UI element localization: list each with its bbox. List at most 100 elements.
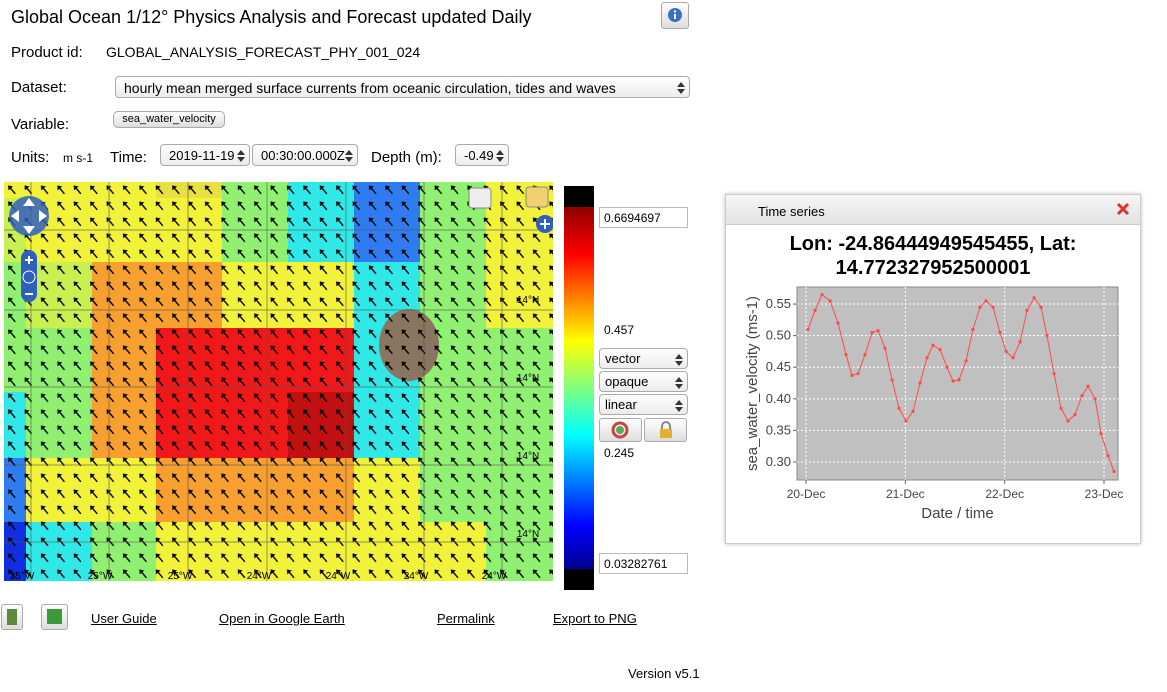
palette-button[interactable] [599,418,642,442]
lat-label: 14°N [517,373,539,384]
dataset-label: Dataset: [11,79,67,96]
lat-label: 14°N [517,529,539,540]
link[interactable]: Export to PNG [553,611,637,626]
scale-select[interactable]: linear [599,394,688,415]
version: Version v5.1 [628,666,700,681]
data-point [945,365,949,369]
info-icon [668,8,682,22]
lock-button[interactable] [644,418,687,442]
colorbar-max-value: 0.6694697 [604,211,661,225]
lat-label: 14°N [517,451,539,462]
scale-value: linear [605,397,637,412]
data-point [1011,356,1015,360]
depth-label: Depth (m): [371,149,442,166]
data-point [1032,296,1036,300]
panel-header [726,195,1140,225]
colorbar-min[interactable]: 0.03282761 [599,553,688,574]
arrow [675,354,683,366]
depth-select[interactable]: -0.49 [455,144,509,166]
variable-label: Variable: [11,116,70,133]
colorbar-mid-low: 0.245 [604,446,635,460]
time-label: Time: [110,149,147,166]
data-point [971,327,975,331]
link[interactable]: Permalink [437,611,495,626]
time-value: 00:30:00.000Z [261,148,345,163]
arrow [496,150,504,162]
data-point [931,343,935,347]
chart: 0.30 0.35 0.40 0.45 0.50 0.55 20-Dec 21-Dec 22-D… [744,286,1123,522]
link[interactable]: Open in Google Earth [219,611,345,626]
data-point [1059,406,1063,410]
data-point [1073,413,1077,417]
select-arrows [675,400,683,412]
y-tick-label: 0.35 [766,422,791,437]
data-point [828,299,832,303]
series-line [807,293,1115,472]
x-tick-label: 22-Dec [985,487,1024,501]
pan-tool[interactable] [525,186,549,208]
data-point [957,378,961,382]
close-button[interactable] [1116,202,1130,216]
date-value: 2019-11-19 [169,148,235,163]
animation-button[interactable] [1,604,23,630]
data-point [890,378,894,382]
zoom-control[interactable] [21,250,37,302]
variable-value: sea_water_velocity [122,113,216,125]
y-tick-label: 0.40 [766,391,791,406]
data-point [850,373,854,378]
pan-control[interactable] [9,196,49,236]
lon-label: 24°W [482,571,507,581]
lon-label: 24°W [404,571,429,581]
y-tick-label: 0.30 [766,454,791,469]
product-id: GLOBAL_ANALYSIS_FORECAST_PHY_001_024 [106,44,421,60]
variable-button[interactable]: sea_water_velocity [113,111,225,128]
fullscreen-button[interactable] [41,604,68,630]
data-point [1093,397,1097,401]
data-point [998,330,1002,335]
y-axis-label: sea_water_velocity (ms-1) [744,296,761,471]
data-point [951,379,955,383]
info-button[interactable] [661,2,689,29]
x-tick-label: 21-Dec [886,487,925,501]
time-select[interactable]: 00:30:00.000Z [252,144,358,166]
y-tick-label: 0.50 [766,328,791,343]
date-select[interactable]: 2019-11-19 [160,144,250,166]
film-icon [7,609,17,625]
panel-title: Time series [758,204,825,219]
colorbar-max[interactable]: 0.6694697 [599,207,688,228]
arrow [677,82,685,94]
data-point [883,346,887,350]
select-arrows [345,150,353,162]
arrow [675,400,683,412]
lock-icon [660,421,672,438]
chart-title-wrap: Lon: -24.86444949545455, Lat: 14.7723279… [726,232,1140,280]
link[interactable]: User Guide [91,611,157,626]
data-point [1066,419,1070,423]
data-point [1018,340,1022,344]
x-tick-label: 20-Dec [787,487,826,501]
dataset-select[interactable]: hourly mean merged surface currents from… [115,76,690,98]
lon-label: 25°W [88,571,113,581]
data-point [1004,349,1008,354]
data-point [1106,454,1110,458]
opacity-select[interactable]: opaque [599,371,688,392]
data-point [978,305,982,309]
vector-arrows [4,182,553,581]
data-point [813,308,817,312]
opacity-value: opaque [605,374,649,389]
data-point [1112,469,1116,474]
data-point [844,352,848,357]
map[interactable]: 14°N 14°N 14°N 14°N 25°W 25°W 25°W 24°W 24°W 24°W… [4,182,553,581]
data-point [897,406,901,410]
style-select[interactable]: vector [599,348,688,369]
lon-label: 25°W [10,571,35,581]
data-point [1080,394,1084,398]
data-point [904,419,908,423]
data-point [984,299,988,303]
data-point [856,371,860,376]
data-point [938,347,942,352]
select-arrows [496,150,504,162]
box-tool[interactable] [468,187,492,209]
select-arrows [237,150,245,162]
